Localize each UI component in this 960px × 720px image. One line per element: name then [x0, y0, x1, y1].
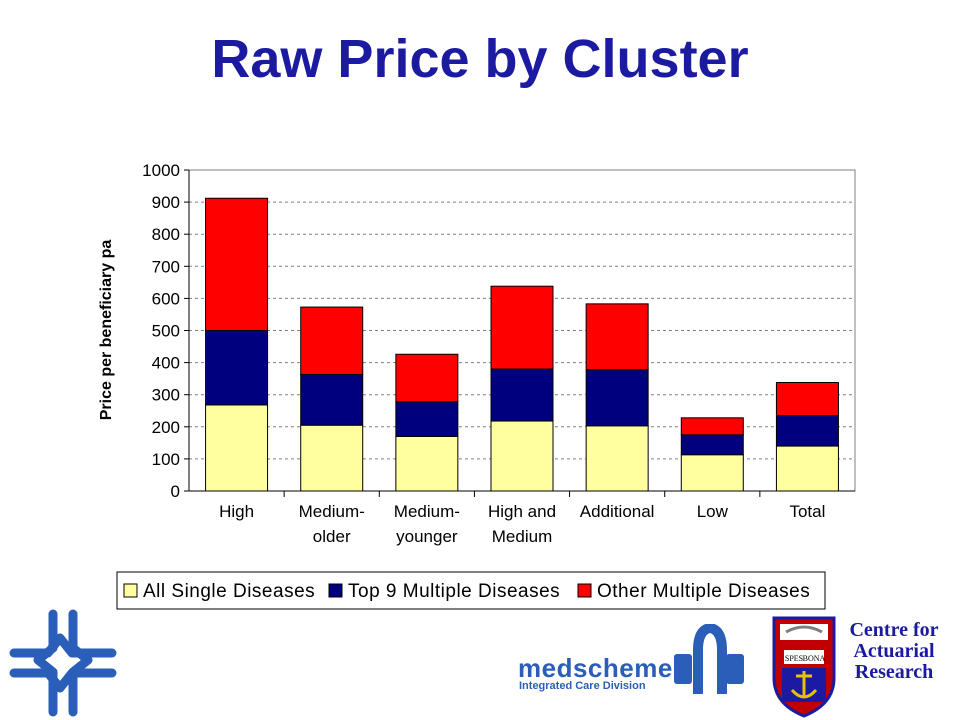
slide-title: Raw Price by Cluster: [211, 29, 749, 89]
car-line-2: Actuarial: [853, 640, 935, 662]
legend-swatch: [123, 583, 138, 598]
bar-segment: [395, 435, 459, 492]
bar-segment: [205, 197, 269, 331]
y-tick-label: 100: [152, 450, 180, 469]
bar-segment: [680, 417, 744, 436]
legend-box: [116, 571, 826, 610]
bar-segment: [775, 382, 839, 417]
y-tick-label: 500: [152, 322, 180, 341]
x-category-label: younger: [396, 527, 458, 546]
legend-label: Other Multiple Diseases: [597, 581, 810, 602]
x-category-label: High and: [488, 502, 556, 521]
cross-logo-icon: [9, 609, 117, 717]
legend-swatch: [577, 583, 592, 598]
bar-segment: [585, 369, 649, 427]
legend-swatch: [328, 583, 343, 598]
y-tick-label: 700: [152, 257, 180, 276]
x-category-label: High: [219, 502, 254, 521]
x-category-label: Additional: [580, 502, 655, 521]
bar-segment: [300, 373, 364, 426]
y-tick-label: 200: [152, 418, 180, 437]
x-category-label: older: [313, 527, 351, 546]
bar-segment: [395, 353, 459, 403]
bar-segment: [680, 434, 744, 456]
medscheme-symbol-icon: [674, 624, 744, 694]
axes: [184, 169, 856, 497]
bar-segment: [490, 285, 554, 370]
y-tick-label: 300: [152, 386, 180, 405]
y-tick-label: 400: [152, 354, 180, 373]
legend-label: Top 9 Multiple Diseases: [348, 581, 560, 602]
bar-segment: [585, 303, 649, 371]
x-category-label: Low: [697, 502, 729, 521]
x-category-label: Medium-: [299, 502, 365, 521]
legend: All Single Diseases Top 9 Multiple Diseas…: [116, 571, 826, 610]
x-category-label: Total: [789, 502, 825, 521]
y-tick-label: 1000: [142, 161, 180, 180]
bar-segment: [490, 368, 554, 422]
medscheme-logo-subtitle: Integrated Care Division: [519, 680, 646, 692]
bar-segment: [205, 330, 269, 406]
car-line-1: Centre for: [849, 619, 939, 641]
bar-segment: [490, 420, 554, 492]
bar-segment: [300, 306, 364, 375]
axis-labels: 0 100 200 300 400 500 600 700 800 900 1000 High Medi…: [142, 161, 825, 546]
bar-segment: [205, 404, 269, 492]
centre-for-actuarial-research-text: Centre for Actuarial Research: [838, 620, 950, 683]
y-tick-label: 600: [152, 289, 180, 308]
x-category-label: Medium: [492, 527, 552, 546]
y-tick-label: 800: [152, 225, 180, 244]
bars: [205, 197, 839, 492]
bar-segment: [680, 454, 744, 492]
legend-label: All Single Diseases: [143, 581, 315, 602]
bar-segment: [775, 445, 839, 492]
x-category-label: Medium-: [394, 502, 460, 521]
car-line-3: Research: [854, 661, 934, 683]
university-crest-icon: SPES BONA: [772, 616, 836, 718]
bar-segment: [395, 401, 459, 437]
y-tick-label: 0: [171, 482, 180, 501]
y-axis-label: Price per beneficiary pa: [98, 240, 115, 421]
bar-segment: [775, 415, 839, 447]
crest-text-left: SPES: [785, 654, 803, 663]
y-tick-label: 900: [152, 193, 180, 212]
bar-segment: [585, 425, 649, 492]
bar-segment: [300, 424, 364, 492]
medscheme-logo-text: medscheme: [518, 653, 673, 683]
crest-text-right: BONA: [803, 654, 826, 663]
